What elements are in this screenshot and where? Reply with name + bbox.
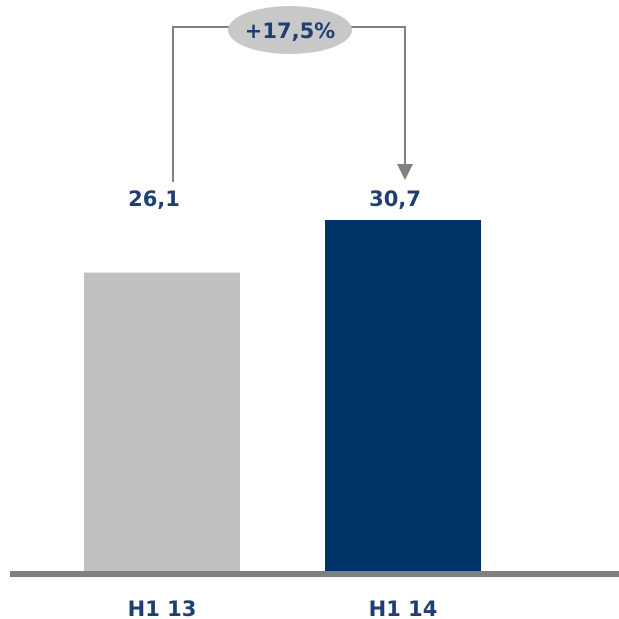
category-labels-group: H1 13 H1 14 (128, 597, 438, 619)
change-label: +17,5% (245, 19, 335, 43)
change-ellipse (228, 6, 352, 54)
bars-group (84, 220, 481, 571)
category-label: H1 14 (369, 597, 438, 619)
bar-h1-13 (84, 272, 240, 571)
value-label: 30,7 (369, 187, 421, 211)
value-label: 26,1 (128, 187, 180, 211)
category-label: H1 13 (128, 597, 197, 619)
arrowhead-icon (397, 164, 413, 180)
bar-h1-14 (325, 220, 481, 571)
value-labels-group: 26,1 30,7 (128, 187, 421, 211)
